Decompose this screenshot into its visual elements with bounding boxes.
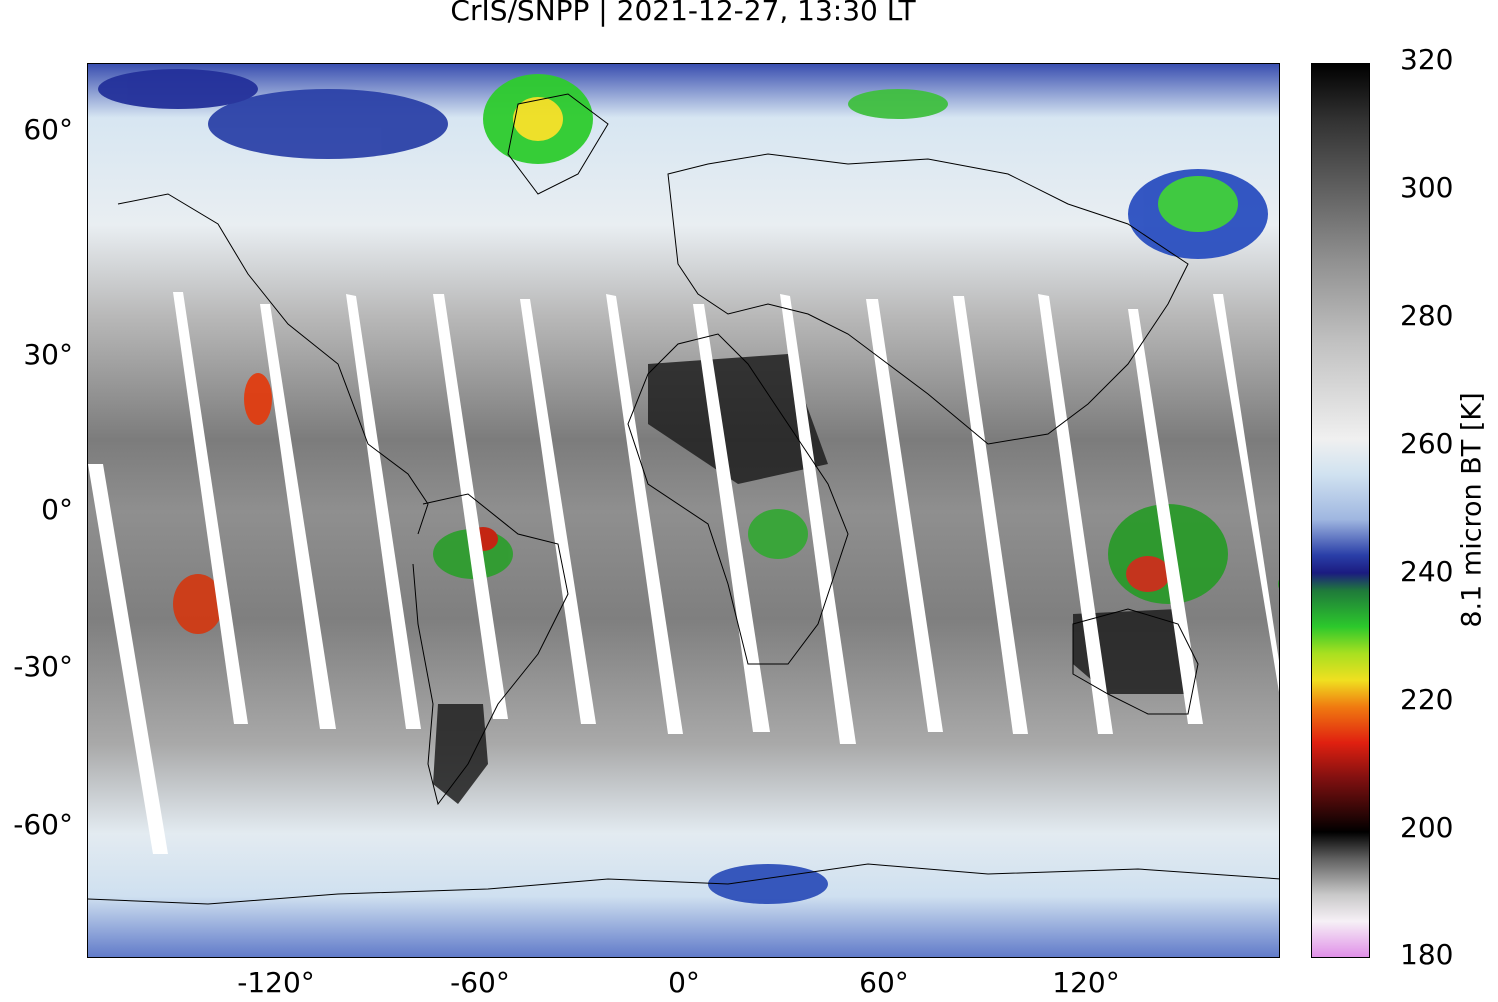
lat-tick-60: 60° (23, 113, 73, 146)
colorbar-label: 8.1 micron BT [K] (1456, 392, 1488, 628)
lat-tick-0: 0° (41, 493, 73, 526)
swath-gaps (88, 292, 1279, 854)
lon-tick-minus-120: -120° (237, 966, 315, 999)
lon-tick-120: 120° (1052, 966, 1120, 999)
map-title: CrIS/SNPP | 2021-12-27, 13:30 LT (450, 0, 916, 27)
brightness-temperature-map (87, 63, 1280, 958)
lon-tick-60: 60° (859, 966, 909, 999)
lon-tick-0: 0° (668, 966, 700, 999)
lat-tick-minus-60: -60° (13, 808, 73, 841)
coastlines (88, 93, 1279, 905)
lat-tick-minus-30: -30° (13, 650, 73, 683)
colorbar-tick-240: 240 (1400, 555, 1454, 588)
colorbar-tick-320: 320 (1400, 43, 1454, 76)
colorbar (1311, 63, 1370, 958)
colorbar-tick-200: 200 (1400, 811, 1454, 844)
background-field (88, 64, 1279, 957)
cloud-features (98, 69, 1279, 904)
colorbar-tick-220: 220 (1400, 683, 1454, 716)
lat-tick-30: 30° (23, 338, 73, 371)
lon-tick-minus-60: -60° (450, 966, 510, 999)
colorbar-tick-300: 300 (1400, 171, 1454, 204)
colorbar-tick-280: 280 (1400, 299, 1454, 332)
colorbar-tick-180: 180 (1400, 938, 1454, 971)
map-canvas (88, 64, 1279, 957)
colorbar-tick-260: 260 (1400, 427, 1454, 460)
